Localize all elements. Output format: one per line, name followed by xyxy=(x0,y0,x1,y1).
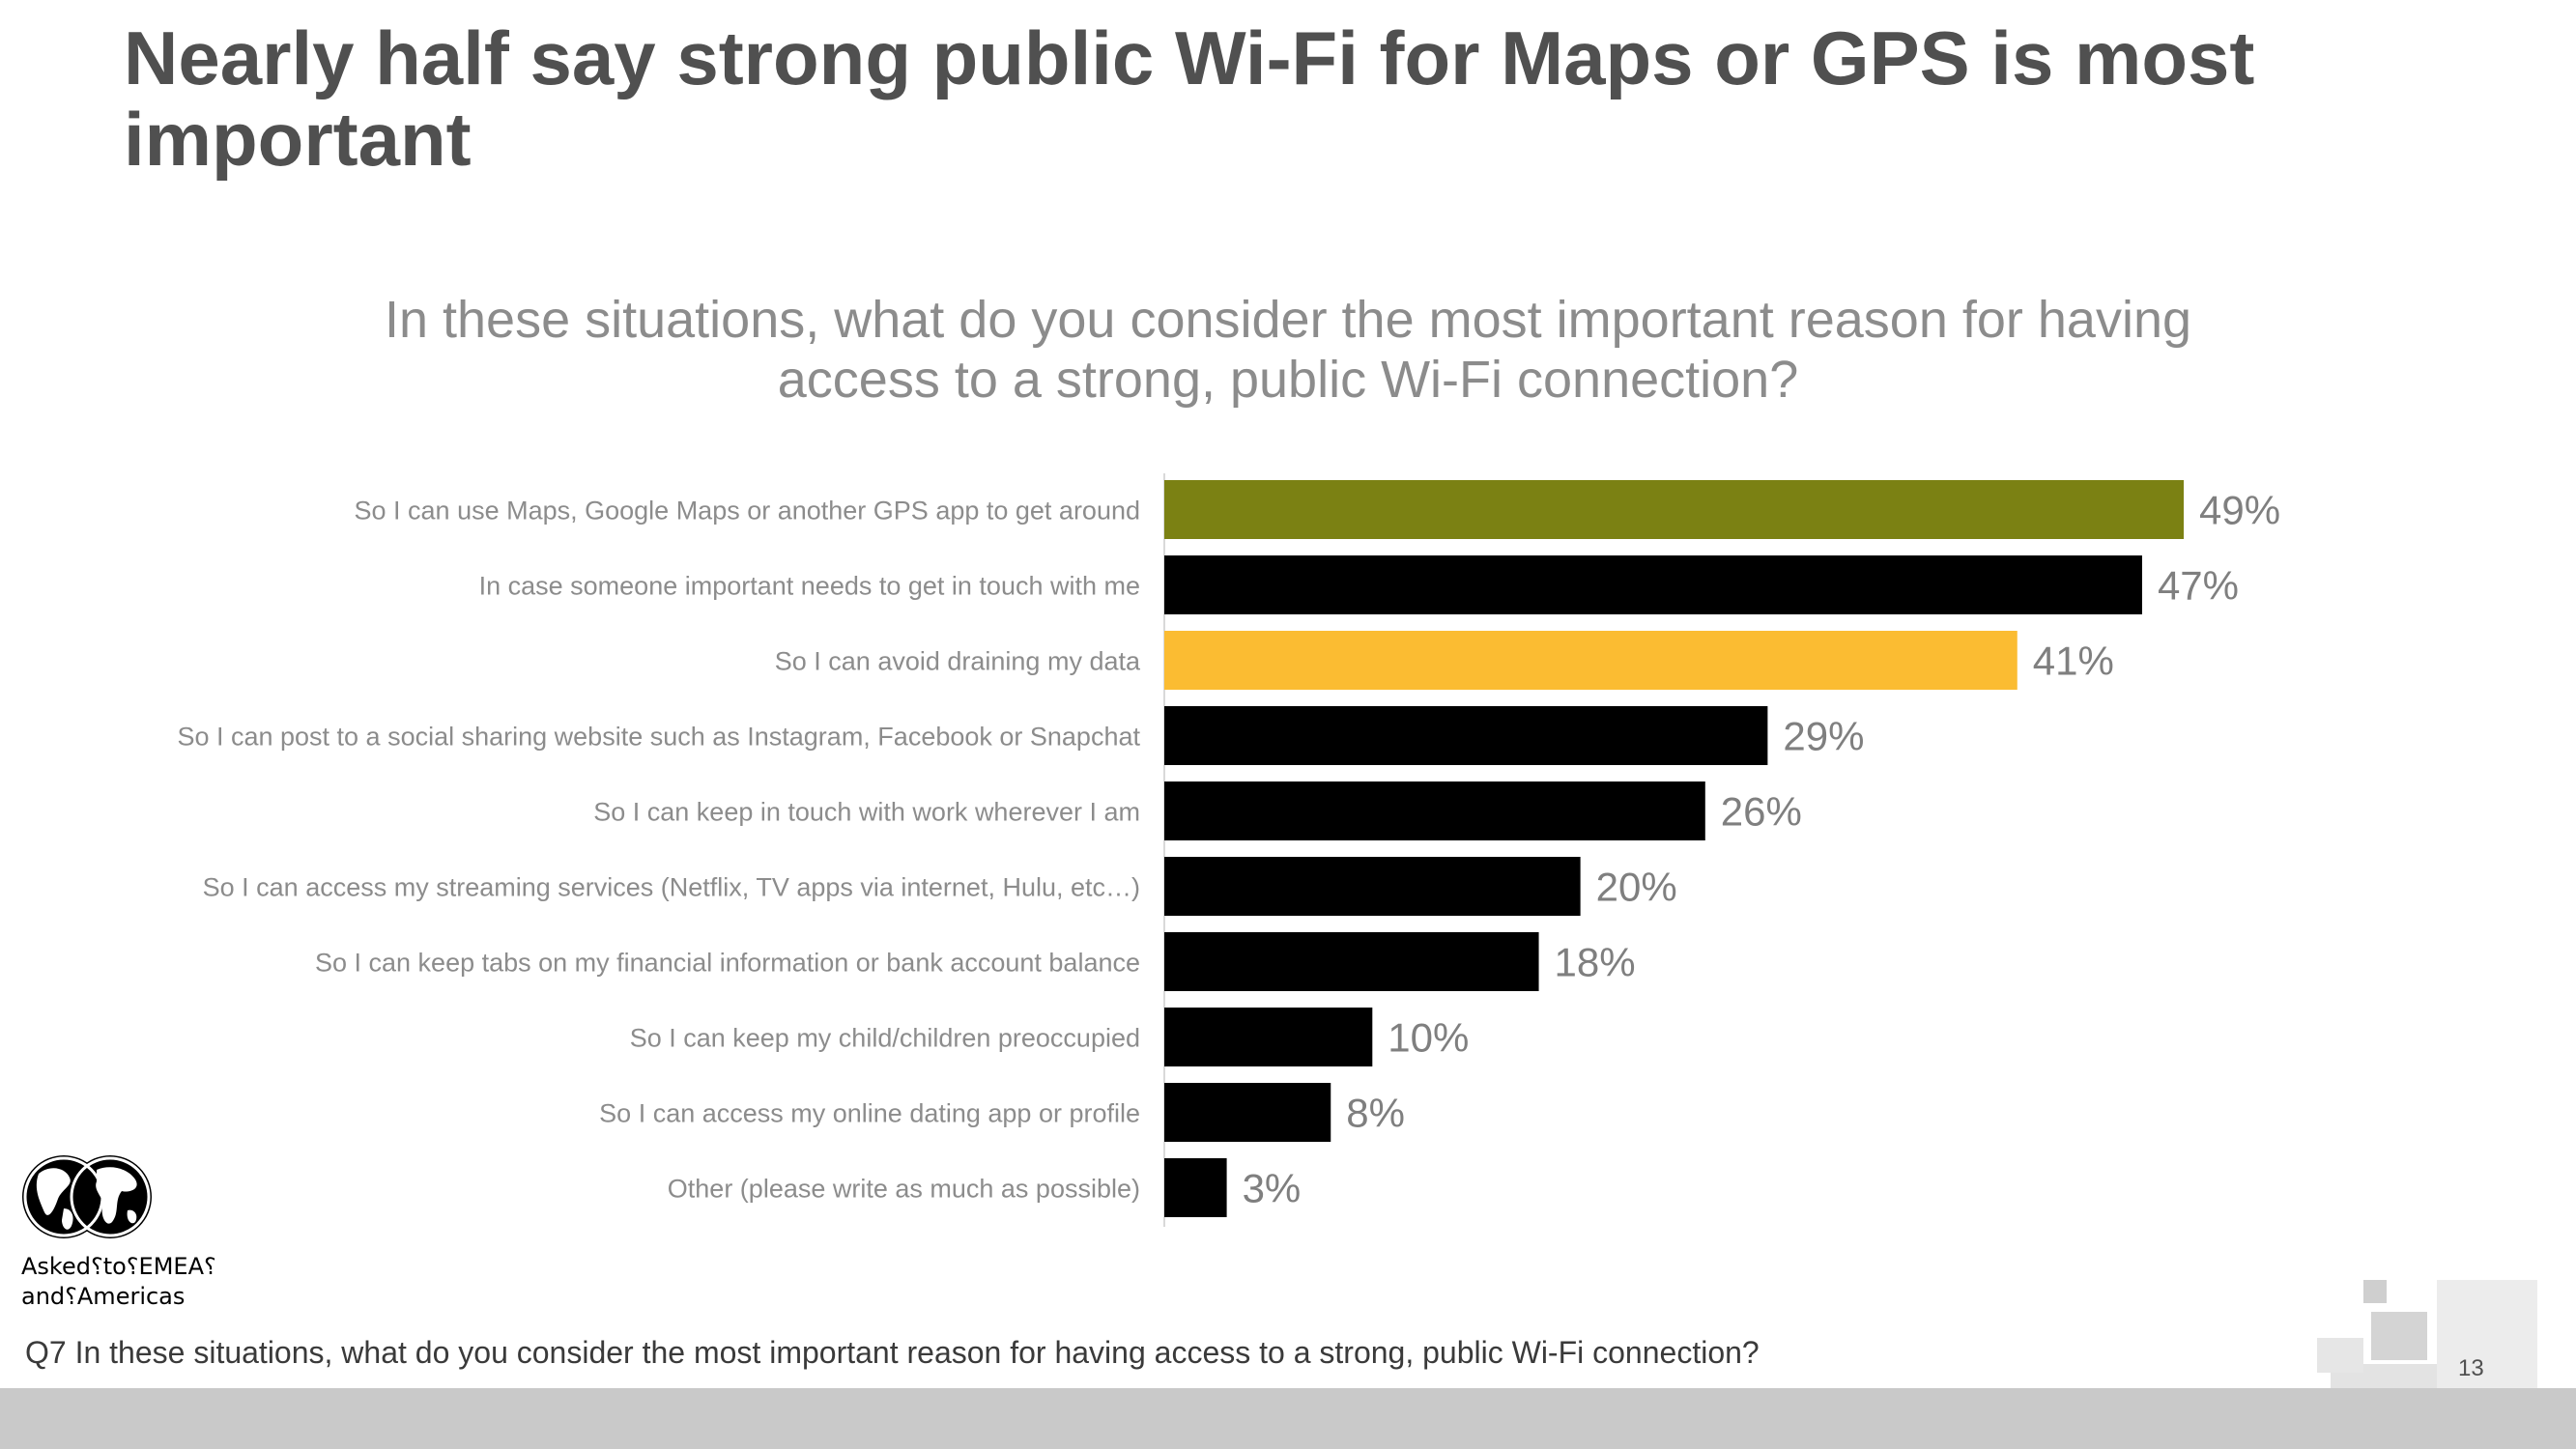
category-label: So I can use Maps, Google Maps or anothe… xyxy=(355,497,1141,526)
data-label: 20% xyxy=(1596,865,1677,910)
footer-bar xyxy=(0,1388,2576,1449)
category-label: So I can post to a social sharing websit… xyxy=(177,723,1140,752)
data-label: 29% xyxy=(1783,714,1864,759)
category-label: Other (please write as much as possible) xyxy=(668,1175,1140,1204)
footnote-question: Q7 In these situations, what do you cons… xyxy=(25,1335,1760,1370)
region-note: Asked⸮to⸮EMEA⸮ and⸮Americas xyxy=(21,1252,216,1312)
bar xyxy=(1164,480,2184,539)
data-label: 47% xyxy=(2158,563,2239,609)
category-label: So I can avoid draining my data xyxy=(775,647,1141,676)
category-label: So I can keep my child/children preoccup… xyxy=(630,1024,1140,1053)
decorative-square xyxy=(2363,1280,2387,1303)
bar xyxy=(1164,781,1705,840)
category-label: So I can keep tabs on my financial infor… xyxy=(315,949,1140,978)
data-label: 3% xyxy=(1243,1166,1302,1211)
category-label: In case someone important needs to get i… xyxy=(479,572,1140,601)
globe-icon xyxy=(22,1155,152,1238)
bar-chart: So I can use Maps, Google Maps or anothe… xyxy=(177,473,2280,1227)
bar xyxy=(1164,857,1581,916)
category-label: So I can access my streaming services (N… xyxy=(203,873,1140,902)
chart-question-title: In these situations, what do you conside… xyxy=(384,291,2192,409)
region-note-line-2: and⸮Americas xyxy=(21,1283,186,1310)
data-label: 8% xyxy=(1346,1091,1405,1136)
bar xyxy=(1164,1008,1373,1066)
region-note-line-1: Asked⸮to⸮EMEA⸮ xyxy=(21,1253,216,1280)
decorative-square xyxy=(2317,1338,2363,1373)
category-label: So I can keep in touch with work whereve… xyxy=(593,798,1140,827)
slide-title: Nearly half say strong public Wi-Fi for … xyxy=(124,15,2255,182)
bar xyxy=(1164,631,2018,690)
bar xyxy=(1164,1083,1331,1142)
decorative-square xyxy=(2371,1312,2427,1360)
page-number: 13 xyxy=(2458,1355,2484,1381)
data-label: 10% xyxy=(1388,1015,1469,1061)
bar xyxy=(1164,706,1768,765)
data-label: 26% xyxy=(1721,789,1802,835)
data-label: 49% xyxy=(2199,488,2280,533)
bar xyxy=(1164,1158,1227,1217)
decorative-square xyxy=(2437,1280,2537,1388)
category-label: So I can access my online dating app or … xyxy=(599,1099,1140,1128)
bar xyxy=(1164,932,1539,991)
data-label: 41% xyxy=(2033,639,2114,684)
bar xyxy=(1164,555,2142,614)
data-label: 18% xyxy=(1555,940,1636,985)
